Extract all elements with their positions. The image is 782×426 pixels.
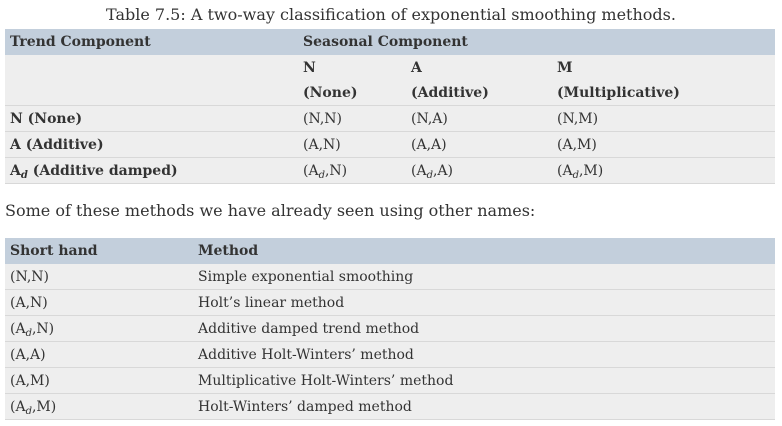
seasonal-code-m: M: [552, 54, 775, 80]
shorthand-cell: (A,A): [5, 341, 193, 368]
body-paragraph: Some of these methods we have already se…: [5, 201, 536, 220]
trend-component-header: Trend Component: [5, 29, 298, 55]
seasonal-code-n: N: [298, 54, 406, 80]
seasonal-code-a: A: [406, 54, 552, 80]
table-row: (Ad,N) Additive damped trend method: [5, 315, 775, 342]
method-cell: (N,M): [552, 105, 775, 132]
classification-table: Trend Component Seasonal Component N A M…: [5, 29, 775, 184]
short-hand-header: Short hand: [5, 238, 193, 264]
method-cell: (Ad,M): [552, 157, 775, 184]
method-cell: (A,A): [406, 131, 552, 158]
seasonal-name-additive: (Additive): [406, 80, 552, 106]
trend-label: N (None): [5, 105, 298, 132]
shorthand-cell: (Ad,M): [5, 393, 193, 420]
table-header-row: Trend Component Seasonal Component: [5, 29, 775, 55]
method-cell: (A,M): [552, 131, 775, 158]
table-row: Ad (Additive damped) (Ad,N) (Ad,A) (Ad,M…: [5, 157, 775, 184]
table-caption: Table 7.5: A two-way classification of e…: [106, 5, 676, 24]
shorthand-table: Short hand Method (N,N) Simple exponenti…: [5, 238, 775, 420]
seasonal-name-multiplicative: (Multiplicative): [552, 80, 775, 106]
method-cell: (Ad,N): [298, 157, 406, 184]
method-cell: (N,N): [298, 105, 406, 132]
trend-label: A (Additive): [5, 131, 298, 158]
method-name-cell: Additive Holt-Winters’ method: [193, 341, 775, 368]
seasonal-component-header: Seasonal Component: [298, 29, 775, 55]
method-name-cell: Holt’s linear method: [193, 289, 775, 316]
table-row: (A,N) Holt’s linear method: [5, 289, 775, 316]
seasonal-names-row: (None) (Additive) (Multiplicative): [5, 80, 775, 106]
seasonal-name-none: (None): [298, 80, 406, 106]
method-cell: (N,A): [406, 105, 552, 132]
table-row: (A,A) Additive Holt-Winters’ method: [5, 341, 775, 368]
method-name-cell: Multiplicative Holt-Winters’ method: [193, 367, 775, 394]
table-row: A (Additive) (A,N) (A,A) (A,M): [5, 131, 775, 158]
method-name-cell: Holt-Winters’ damped method: [193, 393, 775, 420]
method-header: Method: [193, 238, 775, 264]
method-cell: (A,N): [298, 131, 406, 158]
table-row: (Ad,M) Holt-Winters’ damped method: [5, 393, 775, 420]
method-name-cell: Simple exponential smoothing: [193, 263, 775, 290]
empty-cell: [5, 54, 298, 80]
shorthand-cell: (Ad,N): [5, 315, 193, 342]
table-header-row: Short hand Method: [5, 238, 775, 264]
table-row: N (None) (N,N) (N,A) (N,M): [5, 105, 775, 132]
shorthand-cell: (A,M): [5, 367, 193, 394]
shorthand-cell: (A,N): [5, 289, 193, 316]
method-cell: (Ad,A): [406, 157, 552, 184]
table-row: (A,M) Multiplicative Holt-Winters’ metho…: [5, 367, 775, 394]
table-row: (N,N) Simple exponential smoothing: [5, 263, 775, 290]
shorthand-cell: (N,N): [5, 263, 193, 290]
seasonal-codes-row: N A M: [5, 54, 775, 80]
method-name-cell: Additive damped trend method: [193, 315, 775, 342]
trend-label: Ad (Additive damped): [5, 157, 298, 184]
empty-cell: [5, 80, 298, 106]
